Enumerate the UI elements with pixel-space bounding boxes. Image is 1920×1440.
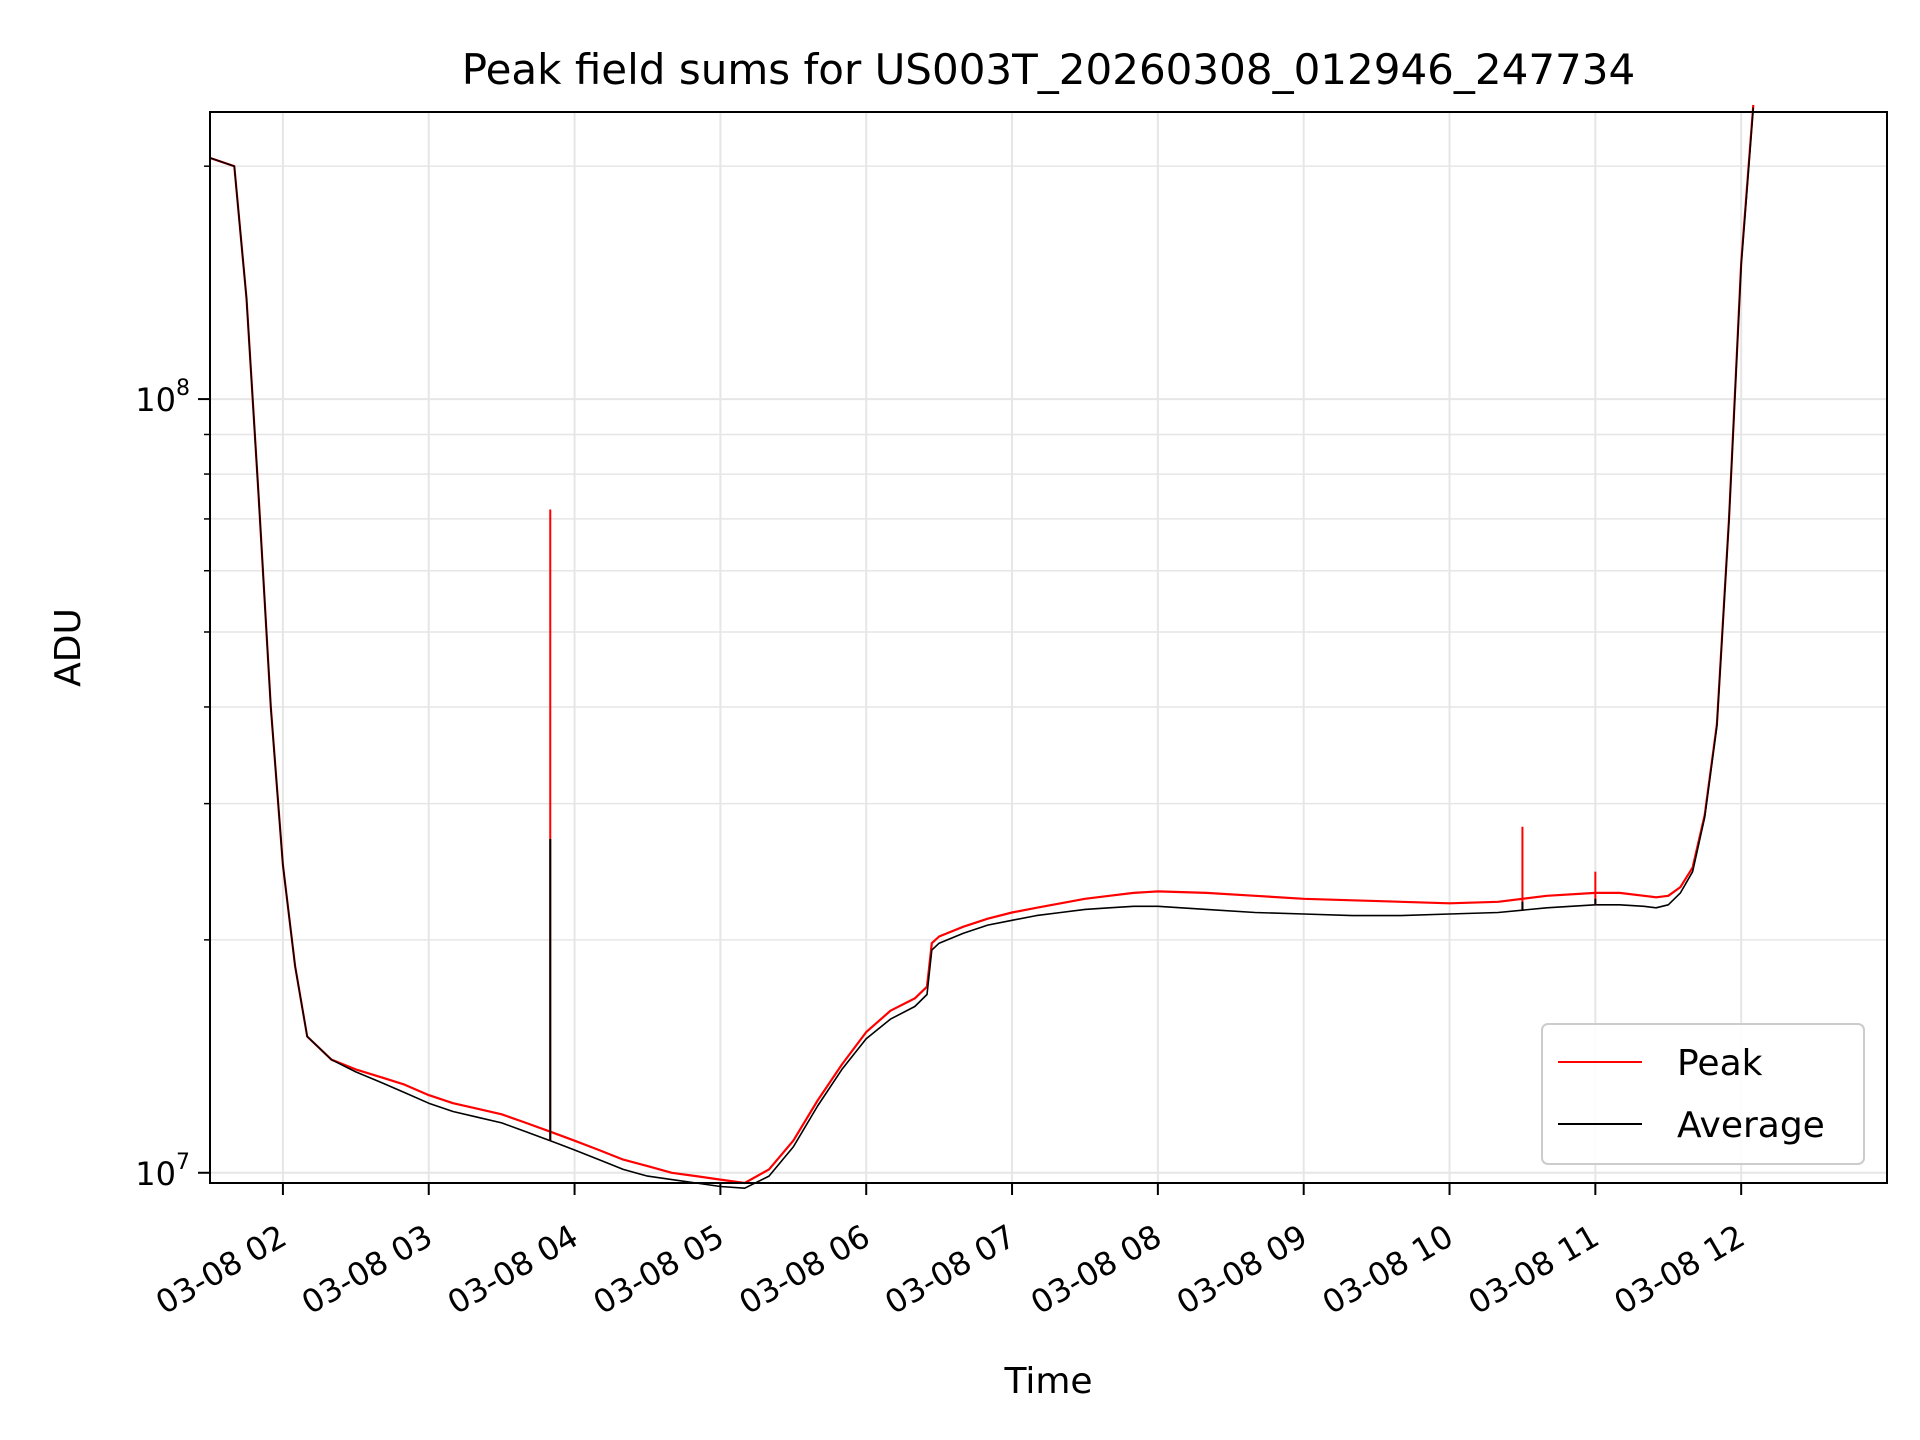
x-axis-label: Time bbox=[1003, 1361, 1092, 1402]
grid bbox=[210, 112, 1887, 1183]
series-line-average bbox=[209, 107, 1755, 1189]
chart-title: Peak field sums for US003T_20260308_0129… bbox=[462, 45, 1635, 94]
legend-box bbox=[1541, 1023, 1865, 1165]
legend: Peak Average bbox=[1541, 1023, 1865, 1165]
legend-label-average: Average bbox=[1677, 1105, 1825, 1146]
y-axis-label: ADU bbox=[48, 608, 89, 687]
series-line-peak bbox=[209, 104, 1755, 1185]
legend-label-peak: Peak bbox=[1677, 1043, 1763, 1084]
y-tick-label: 107 bbox=[135, 1150, 190, 1193]
series-group bbox=[209, 104, 1755, 1189]
y-tick-label: 108 bbox=[135, 376, 190, 419]
plot-frame bbox=[209, 111, 1888, 1184]
